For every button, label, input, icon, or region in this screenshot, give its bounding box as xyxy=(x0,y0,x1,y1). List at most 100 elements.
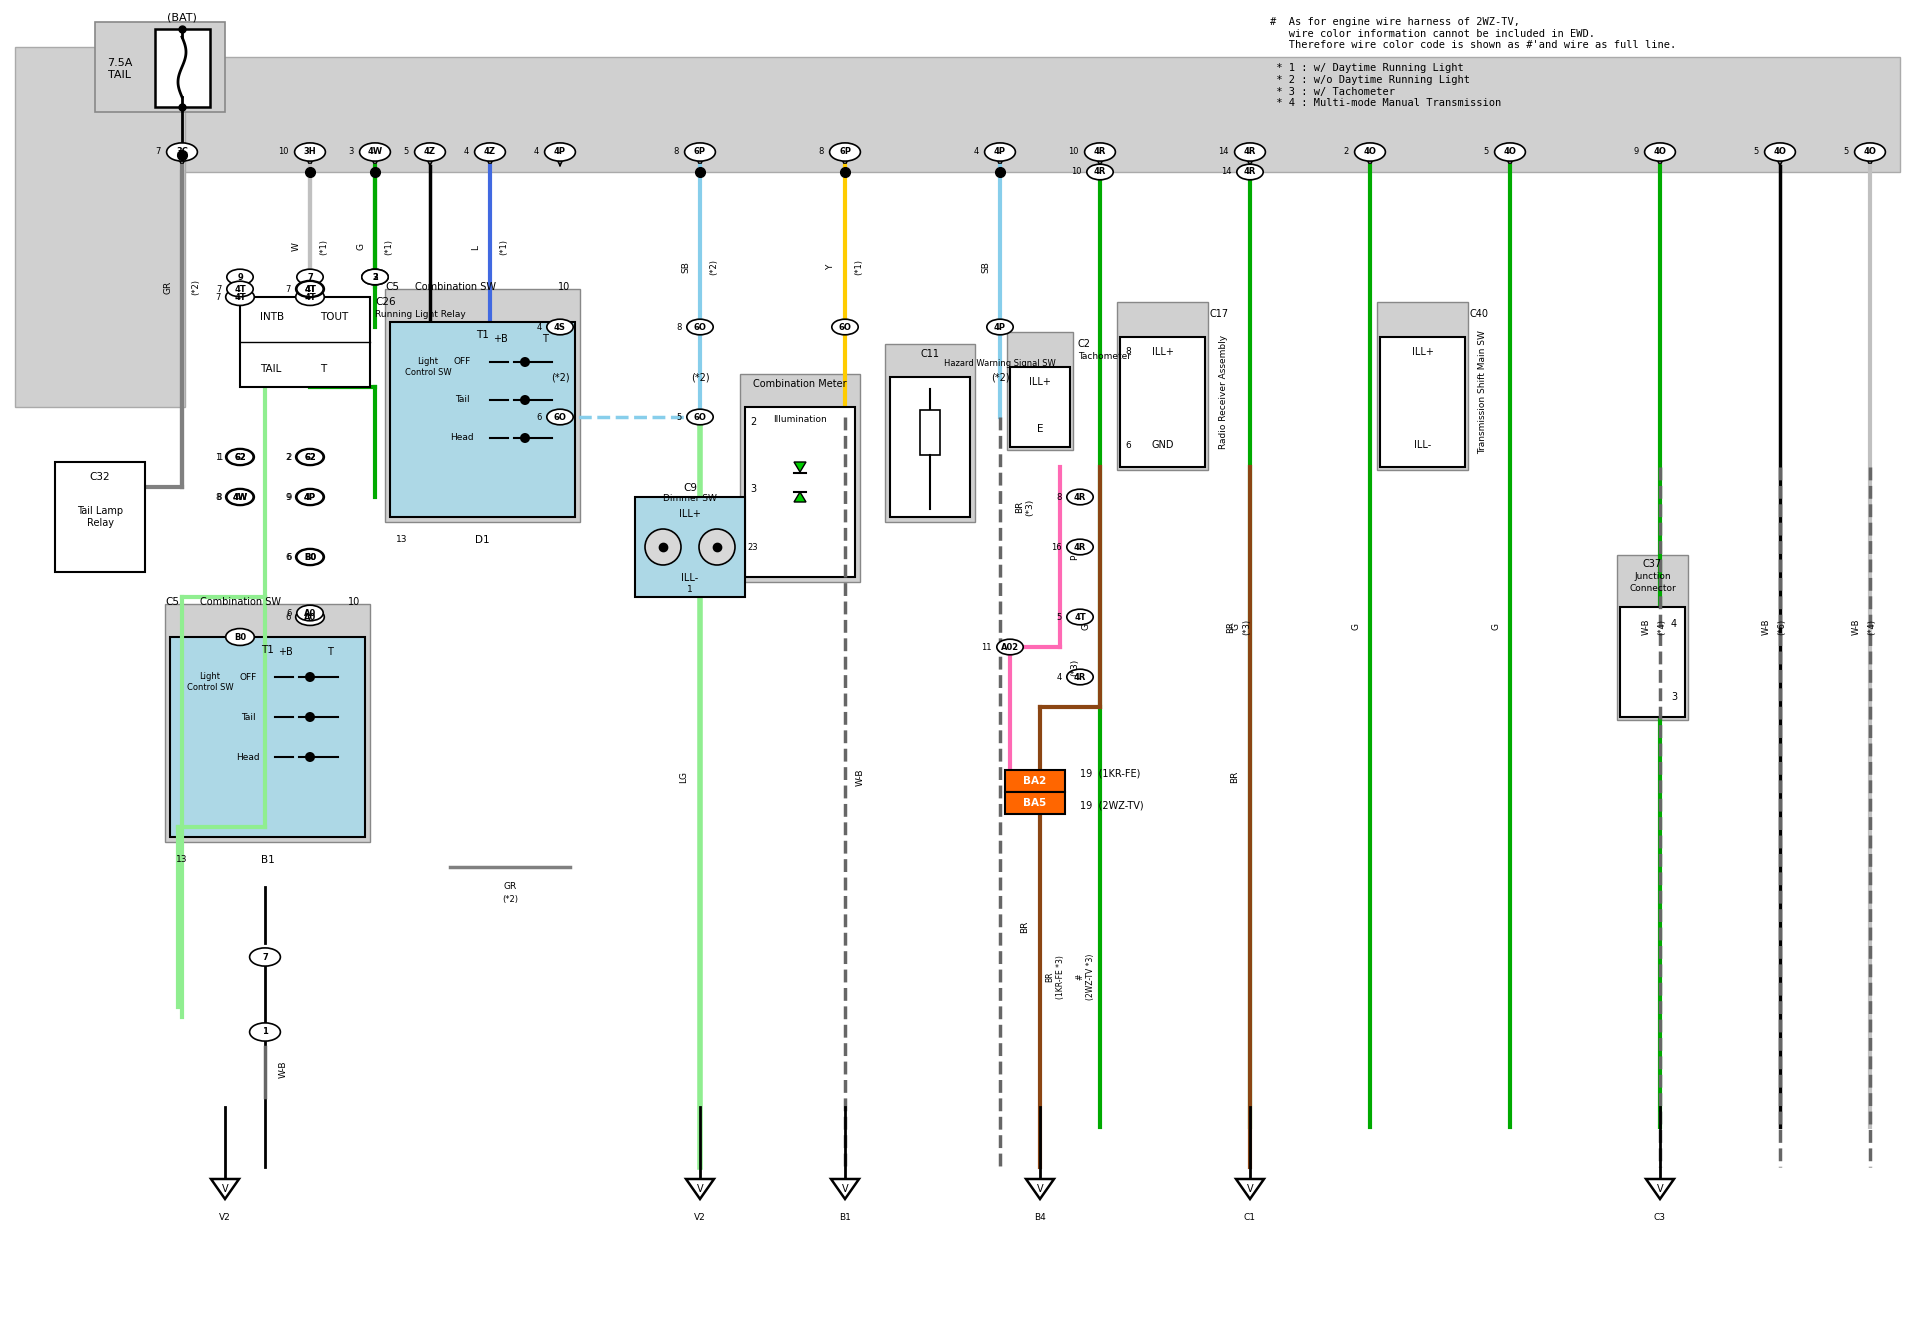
FancyBboxPatch shape xyxy=(1377,303,1469,470)
Text: 4R: 4R xyxy=(1073,673,1087,682)
Circle shape xyxy=(305,752,315,762)
Text: T1: T1 xyxy=(476,330,490,340)
Text: 3C: 3C xyxy=(177,147,188,157)
FancyBboxPatch shape xyxy=(885,344,975,522)
Text: GR: GR xyxy=(163,280,173,293)
Text: B0: B0 xyxy=(234,633,246,641)
Text: 5: 5 xyxy=(1056,613,1062,621)
Polygon shape xyxy=(1645,1178,1674,1200)
Ellipse shape xyxy=(829,143,860,161)
Text: (*1): (*1) xyxy=(319,239,328,255)
Text: Connector: Connector xyxy=(1630,584,1676,593)
FancyBboxPatch shape xyxy=(1117,303,1208,470)
Circle shape xyxy=(520,433,530,443)
Ellipse shape xyxy=(987,320,1014,334)
Text: 2: 2 xyxy=(1344,147,1350,157)
Text: 10: 10 xyxy=(348,597,361,606)
Text: Junction: Junction xyxy=(1634,572,1670,581)
Text: 9: 9 xyxy=(238,272,242,281)
Ellipse shape xyxy=(298,450,323,464)
Text: 14: 14 xyxy=(1221,167,1233,176)
FancyBboxPatch shape xyxy=(891,377,970,518)
Text: 4O: 4O xyxy=(1774,147,1786,157)
Text: (*3): (*3) xyxy=(1071,658,1079,675)
Text: ILL+: ILL+ xyxy=(680,510,701,519)
Text: Tail: Tail xyxy=(455,395,468,405)
Text: 2: 2 xyxy=(372,272,378,281)
FancyBboxPatch shape xyxy=(1010,368,1069,447)
Text: V2: V2 xyxy=(695,1213,707,1222)
Text: C2: C2 xyxy=(1077,338,1091,349)
Text: ILL-: ILL- xyxy=(682,573,699,583)
FancyBboxPatch shape xyxy=(739,374,860,583)
Text: 4R: 4R xyxy=(1094,167,1106,176)
Text: TOUT: TOUT xyxy=(321,312,348,322)
Text: 4T: 4T xyxy=(303,292,317,301)
Text: V: V xyxy=(1657,1184,1663,1194)
Ellipse shape xyxy=(298,269,323,285)
Text: 1: 1 xyxy=(217,453,223,462)
Text: OFF: OFF xyxy=(453,357,470,366)
Text: 62: 62 xyxy=(303,453,317,462)
Text: 4R: 4R xyxy=(1073,543,1087,552)
Ellipse shape xyxy=(1085,143,1116,161)
Circle shape xyxy=(520,357,530,368)
Polygon shape xyxy=(795,462,806,472)
Ellipse shape xyxy=(298,281,323,297)
Ellipse shape xyxy=(547,320,574,334)
Text: BA5: BA5 xyxy=(1023,798,1046,808)
Text: +B: +B xyxy=(493,334,507,344)
Ellipse shape xyxy=(298,549,323,565)
Text: 2: 2 xyxy=(286,453,292,462)
Text: V: V xyxy=(841,1184,849,1194)
Text: ILL+: ILL+ xyxy=(1029,377,1050,387)
Text: 3: 3 xyxy=(1670,691,1676,702)
Text: 6: 6 xyxy=(286,609,292,617)
Text: 3H: 3H xyxy=(303,147,317,157)
FancyBboxPatch shape xyxy=(636,498,745,597)
Circle shape xyxy=(305,713,315,722)
Polygon shape xyxy=(685,1178,714,1200)
Text: 16: 16 xyxy=(1052,543,1062,552)
Text: V: V xyxy=(1246,1184,1254,1194)
Text: V: V xyxy=(1037,1184,1043,1194)
Text: 8: 8 xyxy=(1056,492,1062,502)
Text: 4P: 4P xyxy=(995,147,1006,157)
FancyBboxPatch shape xyxy=(1119,337,1206,467)
Ellipse shape xyxy=(985,143,1016,161)
Text: (*2): (*2) xyxy=(551,372,570,382)
Text: BR
(1KR-FE *3): BR (1KR-FE *3) xyxy=(1044,955,1066,999)
Ellipse shape xyxy=(250,1023,280,1042)
Text: 9: 9 xyxy=(286,492,292,502)
Text: Tail Lamp
Relay: Tail Lamp Relay xyxy=(77,506,123,528)
Ellipse shape xyxy=(298,605,323,621)
Ellipse shape xyxy=(227,488,253,506)
Ellipse shape xyxy=(1068,669,1092,685)
Text: 8: 8 xyxy=(215,492,221,502)
Text: ILL+: ILL+ xyxy=(1152,346,1173,357)
Ellipse shape xyxy=(1236,165,1263,179)
Text: 4T: 4T xyxy=(303,284,317,293)
Text: C1: C1 xyxy=(1244,1213,1256,1222)
Text: 4W: 4W xyxy=(367,147,382,157)
Text: 4O: 4O xyxy=(1363,147,1377,157)
Ellipse shape xyxy=(294,143,324,161)
Circle shape xyxy=(520,395,530,405)
Text: (*6): (*6) xyxy=(1778,618,1786,636)
Text: 7: 7 xyxy=(156,147,161,157)
FancyBboxPatch shape xyxy=(1006,332,1073,450)
Text: (*2): (*2) xyxy=(710,259,718,275)
Text: GND: GND xyxy=(1152,441,1173,450)
Text: V: V xyxy=(697,1184,703,1194)
Text: 6: 6 xyxy=(286,613,290,621)
Text: V2: V2 xyxy=(219,1213,230,1222)
FancyBboxPatch shape xyxy=(390,322,574,518)
Text: ILL-: ILL- xyxy=(1413,441,1430,450)
Text: 7: 7 xyxy=(217,284,223,293)
Text: 19  (2WZ-TV): 19 (2WZ-TV) xyxy=(1079,802,1144,811)
Ellipse shape xyxy=(1764,143,1795,161)
Text: 4R: 4R xyxy=(1244,147,1256,157)
Text: Tail: Tail xyxy=(240,713,255,722)
Text: Combination Meter: Combination Meter xyxy=(753,380,847,389)
Text: 4P: 4P xyxy=(995,322,1006,332)
